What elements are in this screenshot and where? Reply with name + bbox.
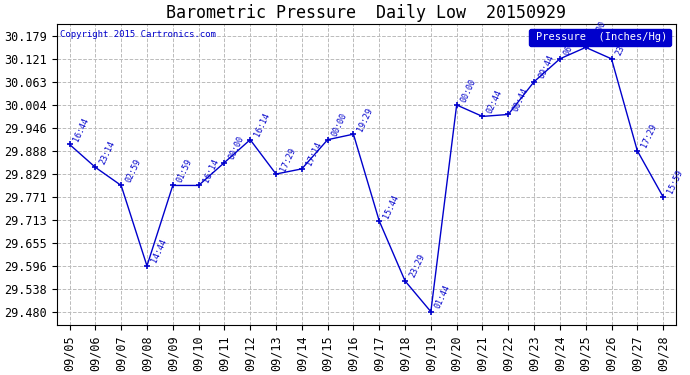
Text: Copyright 2015 Cartronics.com: Copyright 2015 Cartronics.com xyxy=(60,30,215,39)
Text: 17:29: 17:29 xyxy=(640,123,659,149)
Legend: Pressure  (Inches/Hg): Pressure (Inches/Hg) xyxy=(529,28,671,46)
Text: 15:00: 15:00 xyxy=(589,20,607,46)
Text: 09:44: 09:44 xyxy=(537,54,555,80)
Text: 16:14: 16:14 xyxy=(253,112,271,138)
Text: 23:29: 23:29 xyxy=(408,253,426,279)
Text: 02:44: 02:44 xyxy=(485,88,504,115)
Text: 01:59: 01:59 xyxy=(175,158,194,184)
Text: 15:59: 15:59 xyxy=(666,169,684,195)
Text: 00:00: 00:00 xyxy=(460,77,478,104)
Text: 02:59: 02:59 xyxy=(124,158,142,184)
Text: 00:00: 00:00 xyxy=(227,135,246,161)
Text: 06:59: 06:59 xyxy=(562,31,581,57)
Text: 15:44: 15:44 xyxy=(382,193,400,219)
Text: 01:44: 01:44 xyxy=(433,284,452,310)
Text: 00:44: 00:44 xyxy=(511,86,530,113)
Text: 16:14: 16:14 xyxy=(201,158,220,184)
Title: Barometric Pressure  Daily Low  20150929: Barometric Pressure Daily Low 20150929 xyxy=(166,4,566,22)
Text: 17:14: 17:14 xyxy=(304,141,323,167)
Text: 19:29: 19:29 xyxy=(356,106,375,133)
Text: 16:44: 16:44 xyxy=(72,116,91,143)
Text: 17:29: 17:29 xyxy=(279,146,297,172)
Text: 23:59: 23:59 xyxy=(614,31,633,57)
Text: 14:44: 14:44 xyxy=(150,238,168,264)
Text: 23:14: 23:14 xyxy=(98,139,117,166)
Text: 00:00: 00:00 xyxy=(331,112,349,138)
